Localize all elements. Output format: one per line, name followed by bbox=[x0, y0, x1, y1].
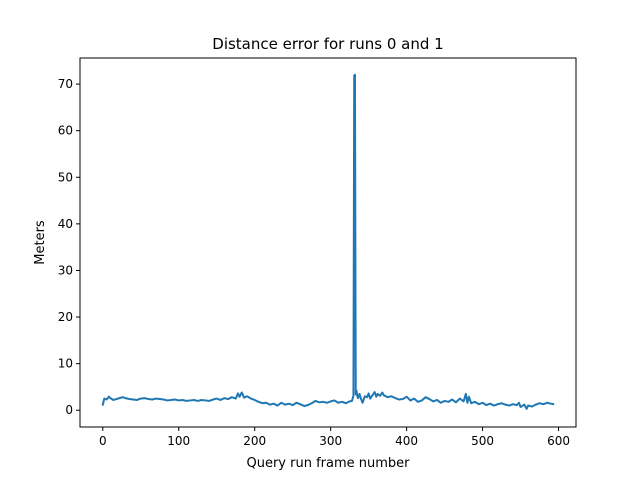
y-tick-label: 0 bbox=[65, 403, 73, 417]
y-axis-label: Meters bbox=[33, 220, 48, 265]
y-tick-label: 70 bbox=[58, 77, 73, 91]
x-axis: 0 100 200 300 400 500 600 bbox=[99, 427, 570, 448]
y-tick-label: 10 bbox=[58, 357, 73, 371]
y-tick-label: 60 bbox=[58, 124, 73, 138]
x-tick-label: 300 bbox=[319, 434, 342, 448]
x-tick-label: 400 bbox=[395, 434, 418, 448]
series-line-0 bbox=[101, 73, 555, 410]
plot-frame bbox=[79, 57, 577, 428]
x-tick-label: 200 bbox=[243, 434, 266, 448]
x-tick-label: 0 bbox=[99, 434, 107, 448]
x-tick-label: 500 bbox=[471, 434, 494, 448]
x-axis-label: Query run frame number bbox=[246, 456, 410, 471]
plot-area bbox=[79, 57, 577, 428]
y-tick-label: 30 bbox=[58, 263, 73, 277]
y-tick-label: 40 bbox=[58, 217, 73, 231]
y-tick-label: 20 bbox=[58, 310, 73, 324]
y-tick-label: 50 bbox=[58, 170, 73, 184]
y-axis: 0 10 20 30 40 50 60 70 bbox=[58, 77, 80, 417]
chart-title: Distance error for runs 0 and 1 bbox=[212, 35, 443, 53]
x-tick-label: 100 bbox=[167, 434, 190, 448]
series-group bbox=[101, 73, 555, 410]
x-tick-label: 600 bbox=[547, 434, 570, 448]
